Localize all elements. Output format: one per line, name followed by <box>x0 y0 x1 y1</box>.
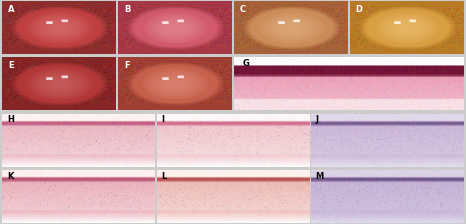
Text: C: C <box>240 5 246 14</box>
Text: E: E <box>8 61 14 70</box>
Text: B: B <box>124 5 130 14</box>
Text: I: I <box>161 115 164 124</box>
Text: D: D <box>356 5 363 14</box>
Text: M: M <box>315 172 324 181</box>
Text: F: F <box>124 61 130 70</box>
Text: H: H <box>7 115 14 124</box>
Text: J: J <box>315 115 319 124</box>
Text: A: A <box>8 5 14 14</box>
Text: L: L <box>161 172 166 181</box>
Text: G: G <box>243 59 250 68</box>
Text: K: K <box>7 172 14 181</box>
